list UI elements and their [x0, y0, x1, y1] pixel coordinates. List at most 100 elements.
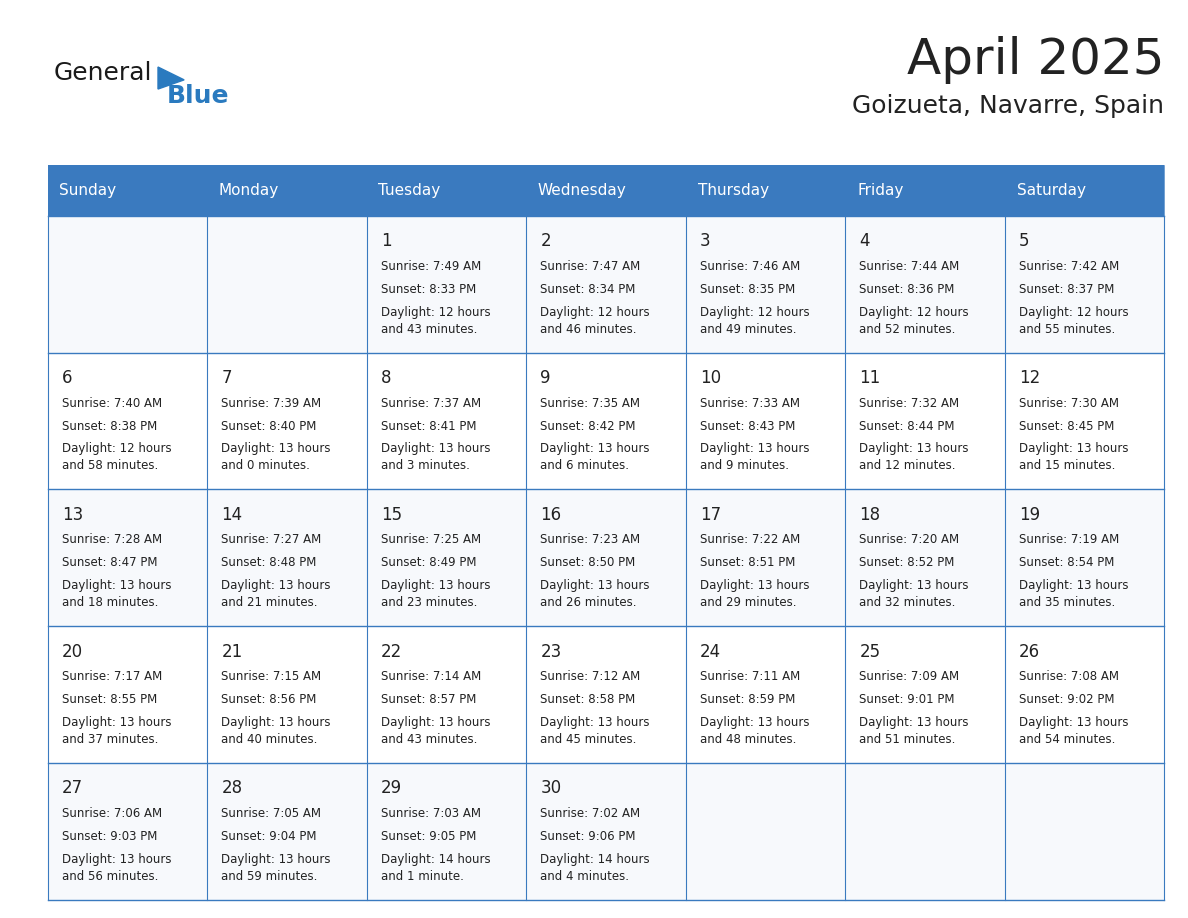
Text: 8: 8 — [381, 369, 391, 387]
FancyBboxPatch shape — [526, 626, 685, 763]
FancyBboxPatch shape — [48, 353, 207, 489]
Text: Sunrise: 7:15 AM: Sunrise: 7:15 AM — [221, 670, 322, 683]
FancyBboxPatch shape — [1005, 626, 1164, 763]
Text: Daylight: 13 hours
and 21 minutes.: Daylight: 13 hours and 21 minutes. — [221, 579, 330, 610]
Text: Daylight: 12 hours
and 46 minutes.: Daylight: 12 hours and 46 minutes. — [541, 306, 650, 336]
Text: Sunset: 8:49 PM: Sunset: 8:49 PM — [381, 556, 476, 569]
Text: Daylight: 13 hours
and 23 minutes.: Daylight: 13 hours and 23 minutes. — [381, 579, 491, 610]
Text: Sunset: 8:42 PM: Sunset: 8:42 PM — [541, 420, 636, 432]
Text: Daylight: 13 hours
and 32 minutes.: Daylight: 13 hours and 32 minutes. — [859, 579, 969, 610]
Text: Sunrise: 7:20 AM: Sunrise: 7:20 AM — [859, 533, 960, 546]
FancyBboxPatch shape — [845, 489, 1005, 626]
Text: Sunset: 8:54 PM: Sunset: 8:54 PM — [1019, 556, 1114, 569]
Text: 14: 14 — [221, 506, 242, 524]
Text: Daylight: 13 hours
and 0 minutes.: Daylight: 13 hours and 0 minutes. — [221, 442, 330, 473]
FancyBboxPatch shape — [367, 353, 526, 489]
Text: Sunrise: 7:37 AM: Sunrise: 7:37 AM — [381, 397, 481, 409]
Polygon shape — [158, 67, 184, 89]
FancyBboxPatch shape — [845, 216, 1005, 353]
Text: 27: 27 — [62, 779, 83, 798]
Text: Daylight: 13 hours
and 12 minutes.: Daylight: 13 hours and 12 minutes. — [859, 442, 969, 473]
FancyBboxPatch shape — [685, 489, 845, 626]
FancyBboxPatch shape — [207, 489, 367, 626]
Text: Sunset: 8:36 PM: Sunset: 8:36 PM — [859, 283, 955, 296]
Text: Sunset: 9:04 PM: Sunset: 9:04 PM — [221, 830, 317, 843]
Text: Daylight: 14 hours
and 4 minutes.: Daylight: 14 hours and 4 minutes. — [541, 853, 650, 883]
Text: Daylight: 13 hours
and 45 minutes.: Daylight: 13 hours and 45 minutes. — [541, 716, 650, 746]
Text: Friday: Friday — [857, 183, 903, 198]
FancyBboxPatch shape — [1005, 165, 1164, 216]
FancyBboxPatch shape — [526, 165, 685, 216]
FancyBboxPatch shape — [526, 763, 685, 900]
Text: Sunrise: 7:19 AM: Sunrise: 7:19 AM — [1019, 533, 1119, 546]
Text: Sunrise: 7:17 AM: Sunrise: 7:17 AM — [62, 670, 162, 683]
Text: Sunrise: 7:05 AM: Sunrise: 7:05 AM — [221, 807, 321, 820]
Text: Daylight: 13 hours
and 51 minutes.: Daylight: 13 hours and 51 minutes. — [859, 716, 969, 746]
Text: April 2025: April 2025 — [906, 36, 1164, 84]
FancyBboxPatch shape — [526, 353, 685, 489]
Text: Sunset: 8:38 PM: Sunset: 8:38 PM — [62, 420, 157, 432]
Text: 10: 10 — [700, 369, 721, 387]
Text: Sunset: 8:55 PM: Sunset: 8:55 PM — [62, 693, 157, 706]
Text: 5: 5 — [1019, 232, 1030, 251]
Text: Sunday: Sunday — [59, 183, 116, 198]
Text: Daylight: 13 hours
and 26 minutes.: Daylight: 13 hours and 26 minutes. — [541, 579, 650, 610]
Text: Sunrise: 7:09 AM: Sunrise: 7:09 AM — [859, 670, 960, 683]
Text: Daylight: 13 hours
and 54 minutes.: Daylight: 13 hours and 54 minutes. — [1019, 716, 1129, 746]
FancyBboxPatch shape — [685, 626, 845, 763]
FancyBboxPatch shape — [526, 216, 685, 353]
Text: 28: 28 — [221, 779, 242, 798]
Text: Sunrise: 7:47 AM: Sunrise: 7:47 AM — [541, 260, 640, 273]
Text: Sunrise: 7:22 AM: Sunrise: 7:22 AM — [700, 533, 801, 546]
Text: 13: 13 — [62, 506, 83, 524]
Text: Daylight: 13 hours
and 29 minutes.: Daylight: 13 hours and 29 minutes. — [700, 579, 809, 610]
FancyBboxPatch shape — [207, 763, 367, 900]
Text: 11: 11 — [859, 369, 880, 387]
Text: Sunrise: 7:27 AM: Sunrise: 7:27 AM — [221, 533, 322, 546]
FancyBboxPatch shape — [367, 216, 526, 353]
Text: Sunset: 8:43 PM: Sunset: 8:43 PM — [700, 420, 795, 432]
Text: Sunrise: 7:44 AM: Sunrise: 7:44 AM — [859, 260, 960, 273]
Text: 6: 6 — [62, 369, 72, 387]
Text: Sunset: 9:03 PM: Sunset: 9:03 PM — [62, 830, 157, 843]
Text: Monday: Monday — [219, 183, 279, 198]
FancyBboxPatch shape — [207, 353, 367, 489]
FancyBboxPatch shape — [845, 165, 1005, 216]
Text: Daylight: 13 hours
and 3 minutes.: Daylight: 13 hours and 3 minutes. — [381, 442, 491, 473]
FancyBboxPatch shape — [207, 216, 367, 353]
FancyBboxPatch shape — [367, 489, 526, 626]
Text: Sunrise: 7:23 AM: Sunrise: 7:23 AM — [541, 533, 640, 546]
Text: Sunrise: 7:14 AM: Sunrise: 7:14 AM — [381, 670, 481, 683]
Text: Sunset: 9:06 PM: Sunset: 9:06 PM — [541, 830, 636, 843]
Text: Blue: Blue — [166, 84, 229, 108]
FancyBboxPatch shape — [207, 165, 367, 216]
FancyBboxPatch shape — [845, 763, 1005, 900]
Text: Daylight: 13 hours
and 37 minutes.: Daylight: 13 hours and 37 minutes. — [62, 716, 171, 746]
FancyBboxPatch shape — [48, 626, 207, 763]
FancyBboxPatch shape — [526, 489, 685, 626]
Text: Daylight: 12 hours
and 49 minutes.: Daylight: 12 hours and 49 minutes. — [700, 306, 809, 336]
Text: 19: 19 — [1019, 506, 1040, 524]
Text: Daylight: 13 hours
and 56 minutes.: Daylight: 13 hours and 56 minutes. — [62, 853, 171, 883]
Text: 12: 12 — [1019, 369, 1041, 387]
FancyBboxPatch shape — [845, 626, 1005, 763]
Text: 2: 2 — [541, 232, 551, 251]
Text: Thursday: Thursday — [697, 183, 769, 198]
Text: 26: 26 — [1019, 643, 1040, 661]
FancyBboxPatch shape — [685, 353, 845, 489]
Text: Sunrise: 7:33 AM: Sunrise: 7:33 AM — [700, 397, 800, 409]
Text: 7: 7 — [221, 369, 232, 387]
Text: Daylight: 13 hours
and 18 minutes.: Daylight: 13 hours and 18 minutes. — [62, 579, 171, 610]
Text: Sunset: 8:40 PM: Sunset: 8:40 PM — [221, 420, 317, 432]
FancyBboxPatch shape — [367, 626, 526, 763]
Text: 4: 4 — [859, 232, 870, 251]
Text: 9: 9 — [541, 369, 551, 387]
FancyBboxPatch shape — [1005, 763, 1164, 900]
FancyBboxPatch shape — [48, 216, 207, 353]
FancyBboxPatch shape — [207, 626, 367, 763]
Text: Sunrise: 7:03 AM: Sunrise: 7:03 AM — [381, 807, 481, 820]
FancyBboxPatch shape — [367, 763, 526, 900]
Text: Sunset: 8:35 PM: Sunset: 8:35 PM — [700, 283, 795, 296]
Text: Sunrise: 7:40 AM: Sunrise: 7:40 AM — [62, 397, 162, 409]
Text: Daylight: 13 hours
and 40 minutes.: Daylight: 13 hours and 40 minutes. — [221, 716, 330, 746]
